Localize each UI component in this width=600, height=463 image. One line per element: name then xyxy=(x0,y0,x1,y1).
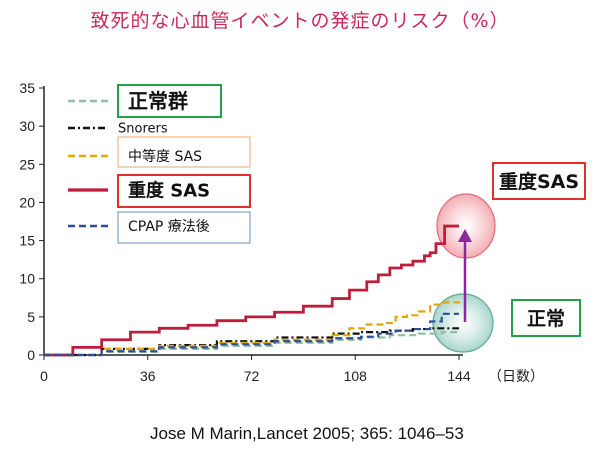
legend-label-snorers: Snorers xyxy=(118,122,168,137)
callout-box-severe-sas xyxy=(492,162,586,200)
legend-box-cpap xyxy=(117,211,251,244)
legend-label-severe-sas: 重度 SAS xyxy=(128,179,210,201)
legend-box-moderate-sas xyxy=(117,136,251,168)
legend-box-normal xyxy=(117,84,222,118)
series-line-4 xyxy=(44,312,459,357)
legend-label-cpap: CPAP 療法後 xyxy=(128,218,210,235)
x-tick-label: 108 xyxy=(344,368,368,384)
y-tick-label: 20 xyxy=(19,194,35,210)
citation: Jose M Marin,Lancet 2005; 365: 1046–53 xyxy=(150,424,464,443)
y-tick-label: 30 xyxy=(19,118,35,134)
callout-label-normal: 正常 xyxy=(527,307,565,330)
chart-title: 致死的な心血管イベントの発症のリスク（%） xyxy=(90,10,510,32)
x-tick-label: 36 xyxy=(140,368,156,384)
legend-label-normal: 正常群 xyxy=(128,89,188,113)
series-line-3 xyxy=(44,224,459,357)
legend-box-severe-sas xyxy=(117,174,251,208)
y-tick-label: 0 xyxy=(27,347,35,363)
callout-box-normal xyxy=(511,299,581,337)
normal-highlight-circle xyxy=(432,293,494,353)
x-tick-label: 0 xyxy=(40,368,48,384)
comparison-arrow-head xyxy=(458,229,472,242)
y-tick-label: 10 xyxy=(19,271,35,287)
series-line-2 xyxy=(44,301,461,357)
legend-label-moderate-sas: 中等度 SAS xyxy=(128,148,202,165)
y-tick-label: 25 xyxy=(19,156,35,172)
y-tick-label: 15 xyxy=(19,233,35,249)
y-tick-label: 35 xyxy=(19,80,35,96)
y-tick-label: 5 xyxy=(27,309,35,325)
x-tick-label: 72 xyxy=(244,368,260,384)
x-tick-label: 144 xyxy=(447,368,471,384)
callout-label-severe-sas: 重度SAS xyxy=(499,170,579,193)
x-axis-label: （日数） xyxy=(488,369,544,385)
